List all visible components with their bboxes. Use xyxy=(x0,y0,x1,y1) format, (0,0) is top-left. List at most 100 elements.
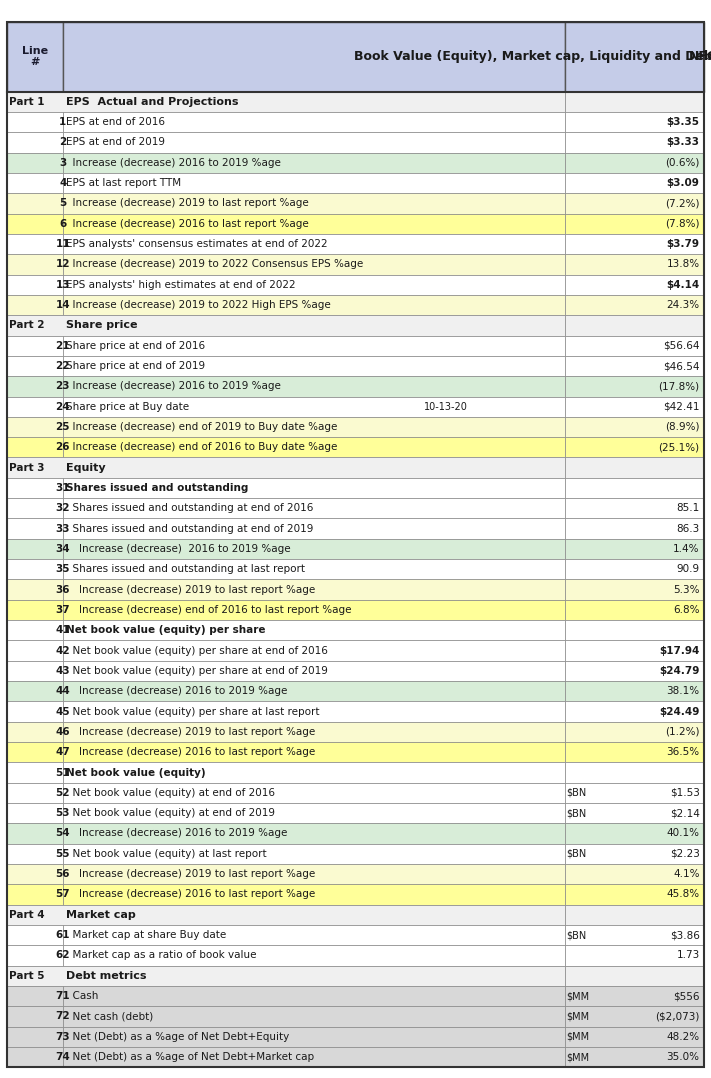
Text: Increase (decrease) 2016 to last report %age: Increase (decrease) 2016 to last report … xyxy=(66,747,316,757)
Bar xyxy=(63,193,565,213)
Bar xyxy=(565,457,704,478)
Text: $3.35: $3.35 xyxy=(667,118,700,127)
Bar xyxy=(63,397,565,417)
Bar xyxy=(565,92,704,112)
Text: 90.9: 90.9 xyxy=(676,564,700,575)
Text: 54: 54 xyxy=(55,829,70,839)
Bar xyxy=(63,417,565,438)
Text: 24.3%: 24.3% xyxy=(666,300,700,310)
Text: Net book value (equity): Net book value (equity) xyxy=(66,768,206,777)
Text: Net book value (equity) per share at last report: Net book value (equity) per share at las… xyxy=(66,706,320,717)
Text: Book Value (Equity), Market cap, Liquidity and Debt metrics: Book Value (Equity), Market cap, Liquidi… xyxy=(354,50,711,64)
Bar xyxy=(63,986,565,1006)
Text: $24.49: $24.49 xyxy=(659,706,700,717)
Bar xyxy=(7,112,63,133)
Bar xyxy=(565,1006,704,1026)
Text: (8.9%): (8.9%) xyxy=(665,421,700,432)
Text: Increase (decrease) 2019 to last report %age: Increase (decrease) 2019 to last report … xyxy=(66,869,316,880)
Bar xyxy=(565,559,704,579)
Text: 4.1%: 4.1% xyxy=(673,869,700,880)
Bar xyxy=(7,844,63,863)
Bar xyxy=(63,539,565,559)
Bar xyxy=(7,1047,63,1067)
Text: Increase (decrease) 2019 to last report %age: Increase (decrease) 2019 to last report … xyxy=(66,727,316,737)
Bar xyxy=(565,193,704,213)
Text: Net (Debt) as a %age of Net Debt+Equity: Net (Debt) as a %age of Net Debt+Equity xyxy=(66,1032,289,1041)
Text: 11: 11 xyxy=(55,239,70,249)
Text: Increase (decrease) 2016 to 2019 %age: Increase (decrease) 2016 to 2019 %age xyxy=(66,157,282,168)
Text: 1.73: 1.73 xyxy=(676,951,700,960)
Text: 45: 45 xyxy=(55,706,70,717)
Text: 72: 72 xyxy=(55,1011,70,1022)
Bar xyxy=(565,1026,704,1047)
Bar xyxy=(565,519,704,539)
Bar xyxy=(7,721,63,742)
Bar xyxy=(63,478,565,498)
Bar xyxy=(7,498,63,519)
Bar xyxy=(63,438,565,457)
Text: 36: 36 xyxy=(55,584,70,595)
Bar xyxy=(63,803,565,824)
Text: Shares issued and outstanding at end of 2019: Shares issued and outstanding at end of … xyxy=(66,524,314,534)
Text: Increase (decrease) 2019 to last report %age: Increase (decrease) 2019 to last report … xyxy=(66,584,316,595)
Text: Increase (decrease) end of 2016 to last report %age: Increase (decrease) end of 2016 to last … xyxy=(66,605,352,614)
Text: 85.1: 85.1 xyxy=(676,503,700,513)
Text: Shares issued and outstanding: Shares issued and outstanding xyxy=(66,483,249,493)
Bar xyxy=(7,742,63,762)
Text: 33: 33 xyxy=(55,524,70,534)
Text: Increase (decrease) 2019 to 2022 Consensus EPS %age: Increase (decrease) 2019 to 2022 Consens… xyxy=(66,260,363,270)
Bar xyxy=(63,153,565,172)
Text: $MM: $MM xyxy=(566,1032,589,1041)
Bar xyxy=(565,803,704,824)
Text: Increase (decrease) 2016 to 2019 %age: Increase (decrease) 2016 to 2019 %age xyxy=(66,687,288,696)
Text: 41: 41 xyxy=(55,625,70,635)
Text: Increase (decrease) 2016 to last report %age: Increase (decrease) 2016 to last report … xyxy=(66,219,309,229)
Bar xyxy=(7,92,565,112)
Text: Increase (decrease) 2016 to 2019 %age: Increase (decrease) 2016 to 2019 %age xyxy=(66,382,282,391)
Text: EPS  Actual and Projections: EPS Actual and Projections xyxy=(66,97,239,107)
Bar xyxy=(7,620,63,640)
Bar xyxy=(565,335,704,356)
Text: $3.33: $3.33 xyxy=(667,137,700,148)
Bar xyxy=(565,599,704,620)
Bar xyxy=(7,457,565,478)
Text: $556: $556 xyxy=(673,991,700,1001)
Text: 13: 13 xyxy=(55,279,70,290)
Bar xyxy=(63,884,565,904)
Bar xyxy=(63,762,565,783)
Text: 74: 74 xyxy=(55,1052,70,1062)
Bar xyxy=(565,702,704,721)
Text: 40.1%: 40.1% xyxy=(667,829,700,839)
Text: 5.3%: 5.3% xyxy=(673,584,700,595)
Bar xyxy=(565,824,704,844)
Text: NFG: NFG xyxy=(690,50,711,64)
Bar xyxy=(63,1006,565,1026)
Bar xyxy=(63,213,565,234)
Text: Increase (decrease) 2019 to 2022 High EPS %age: Increase (decrease) 2019 to 2022 High EP… xyxy=(66,300,331,310)
Bar xyxy=(565,661,704,681)
Bar xyxy=(565,213,704,234)
Text: (1.2%): (1.2%) xyxy=(665,727,700,737)
Bar xyxy=(565,762,704,783)
Text: 36.5%: 36.5% xyxy=(666,747,700,757)
Bar xyxy=(63,579,565,599)
Text: Increase (decrease) 2019 to last report %age: Increase (decrease) 2019 to last report … xyxy=(66,198,309,208)
Text: $2.23: $2.23 xyxy=(670,848,700,859)
Text: 43: 43 xyxy=(55,666,70,676)
Bar xyxy=(7,702,63,721)
Text: Share price at end of 2016: Share price at end of 2016 xyxy=(66,341,205,350)
Text: 71: 71 xyxy=(55,991,70,1001)
Bar xyxy=(63,742,565,762)
Bar xyxy=(565,112,704,133)
Bar xyxy=(565,498,704,519)
Text: EPS analysts' consensus estimates at end of 2022: EPS analysts' consensus estimates at end… xyxy=(66,239,328,249)
Bar xyxy=(565,620,704,640)
Text: Increase (decrease) 2016 to 2019 %age: Increase (decrease) 2016 to 2019 %age xyxy=(66,829,288,839)
Text: 61: 61 xyxy=(55,930,70,940)
Text: 51: 51 xyxy=(55,768,70,777)
Text: 56: 56 xyxy=(55,869,70,880)
Bar xyxy=(63,721,565,742)
Bar xyxy=(7,661,63,681)
Bar xyxy=(565,986,704,1006)
Bar xyxy=(565,844,704,863)
